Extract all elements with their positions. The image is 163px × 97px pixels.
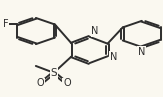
Text: N: N — [138, 47, 146, 57]
Text: O: O — [63, 78, 71, 88]
Text: S: S — [51, 68, 57, 78]
Text: O: O — [37, 78, 44, 88]
Text: N: N — [91, 26, 99, 36]
Text: F: F — [3, 19, 8, 29]
Text: N: N — [110, 52, 117, 62]
